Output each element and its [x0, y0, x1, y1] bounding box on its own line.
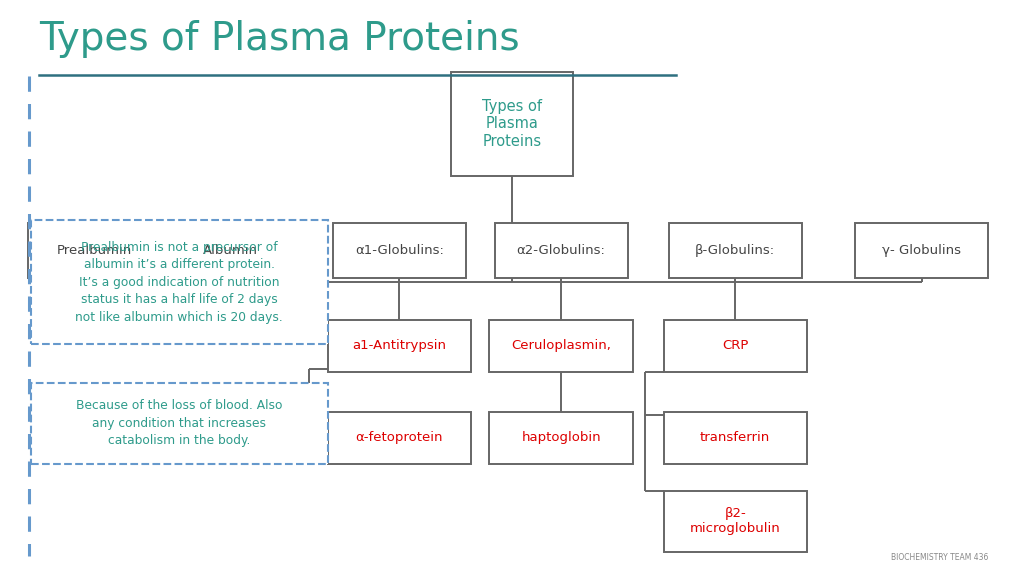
Text: BIOCHEMISTRY TEAM 436: BIOCHEMISTRY TEAM 436: [891, 552, 988, 562]
FancyBboxPatch shape: [451, 72, 573, 176]
FancyBboxPatch shape: [855, 223, 988, 278]
Text: transferrin: transferrin: [700, 431, 770, 444]
Text: α1-Globulins:: α1-Globulins:: [355, 244, 443, 257]
Text: Because of the loss of blood. Also
any condition that increases
catabolism in th: Because of the loss of blood. Also any c…: [76, 399, 283, 448]
FancyBboxPatch shape: [664, 412, 807, 464]
Text: β-Globulins:: β-Globulins:: [695, 244, 775, 257]
Text: Albumin: Albumin: [203, 244, 258, 257]
Text: α-fetoprotein: α-fetoprotein: [355, 431, 443, 444]
FancyBboxPatch shape: [328, 412, 471, 464]
Text: Types of Plasma Proteins: Types of Plasma Proteins: [39, 20, 519, 58]
Text: CRP: CRP: [722, 339, 749, 352]
Text: α2-Globulins:: α2-Globulins:: [517, 244, 605, 257]
FancyBboxPatch shape: [489, 412, 633, 464]
Text: Types of
Plasma
Proteins: Types of Plasma Proteins: [482, 99, 542, 149]
Text: Ceruloplasmin,: Ceruloplasmin,: [511, 339, 611, 352]
Text: γ- Globulins: γ- Globulins: [882, 244, 962, 257]
FancyBboxPatch shape: [664, 320, 807, 372]
FancyBboxPatch shape: [333, 223, 466, 278]
Text: a1-Antitrypsin: a1-Antitrypsin: [352, 339, 446, 352]
FancyBboxPatch shape: [31, 221, 328, 344]
Text: β2-
microglobulin: β2- microglobulin: [690, 507, 780, 535]
FancyBboxPatch shape: [495, 223, 628, 278]
Text: Prealbumin is not a precursor of
albumin it’s a different protein.
It’s a good i: Prealbumin is not a precursor of albumin…: [76, 241, 283, 324]
Text: haptoglobin: haptoglobin: [521, 431, 601, 444]
FancyBboxPatch shape: [28, 223, 161, 278]
FancyBboxPatch shape: [31, 383, 328, 464]
FancyBboxPatch shape: [164, 223, 297, 278]
FancyBboxPatch shape: [664, 491, 807, 552]
Text: Prealbumin: Prealbumin: [56, 244, 132, 257]
FancyBboxPatch shape: [328, 320, 471, 372]
FancyBboxPatch shape: [669, 223, 802, 278]
FancyBboxPatch shape: [489, 320, 633, 372]
